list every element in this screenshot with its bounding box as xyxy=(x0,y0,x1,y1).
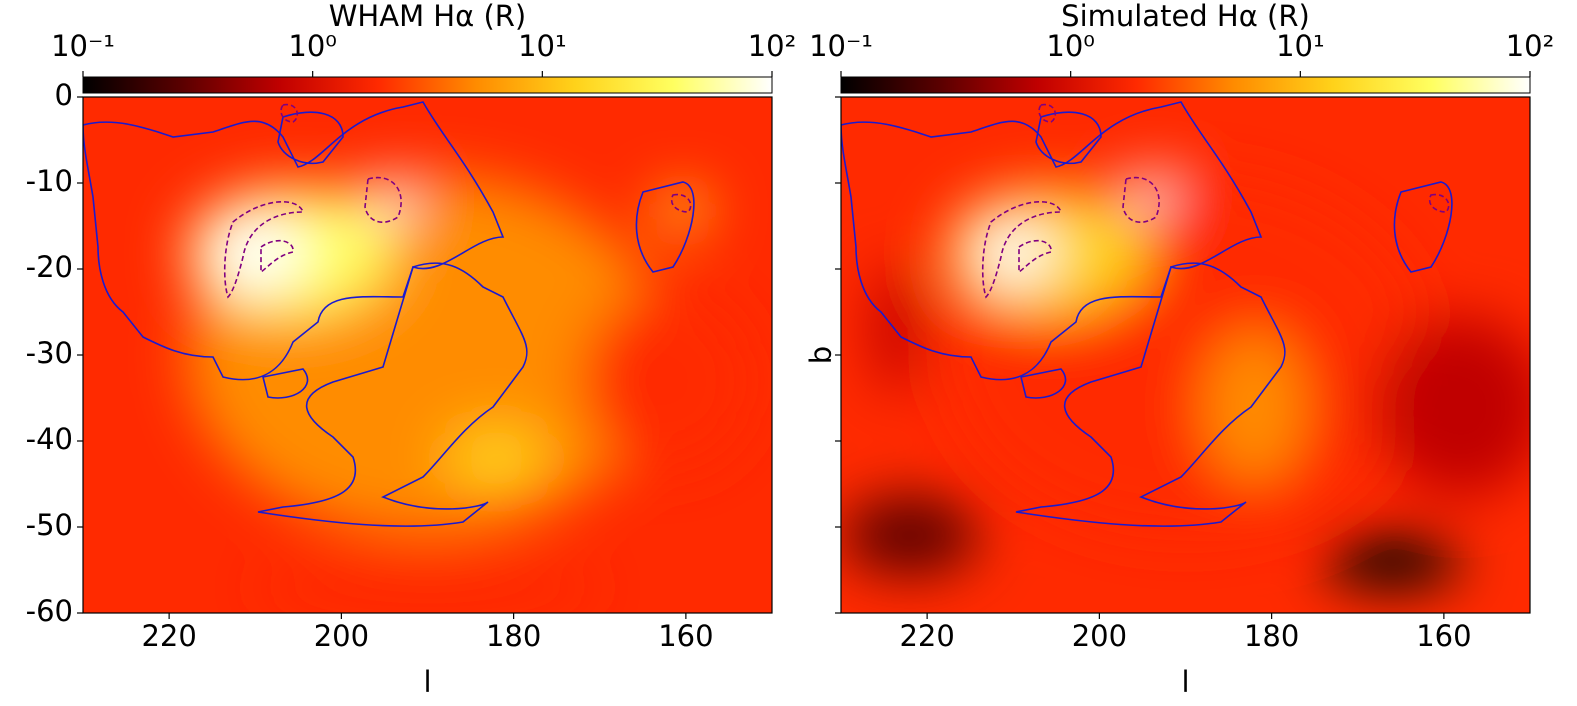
colorbar-title: WHAM Hα (R) xyxy=(329,0,526,33)
colorbar-tick-label: 10⁰ xyxy=(288,29,337,63)
x-tick-label: 160 xyxy=(658,619,713,653)
x-tick-label: 160 xyxy=(1416,619,1471,653)
x-axis-label: l xyxy=(423,665,431,699)
heatmap-blob xyxy=(841,496,979,575)
colorbar-tick-label: 10² xyxy=(1506,29,1555,63)
heatmap-blob xyxy=(372,182,414,219)
heatmap-texture xyxy=(186,174,755,613)
heatmap-blob xyxy=(1375,316,1530,497)
y-tick-label: -50 xyxy=(26,508,73,542)
y-tick-label: -10 xyxy=(26,164,73,198)
colorbar-tick-label: 10⁻¹ xyxy=(51,29,115,63)
heatmap-texture xyxy=(841,171,1530,588)
y-tick-label: -40 xyxy=(26,422,73,456)
heatmap xyxy=(83,97,772,613)
colorbar-title: Simulated Hα (R) xyxy=(1061,0,1310,33)
x-tick-label: 200 xyxy=(314,619,369,653)
x-tick-label: 220 xyxy=(141,619,196,653)
x-tick-label: 200 xyxy=(1072,619,1127,653)
colorbar-tick-label: 10¹ xyxy=(1276,29,1325,63)
heatmap-blob xyxy=(1323,535,1462,588)
y-tick-label: -30 xyxy=(26,336,73,370)
heatmap-blob xyxy=(444,427,549,490)
colorbar-tick-label: 10⁻¹ xyxy=(809,29,873,63)
y-tick-label: -60 xyxy=(26,594,73,628)
colorbar-tick-label: 10¹ xyxy=(518,29,567,63)
heatmap-blob xyxy=(1130,171,1172,208)
colorbar xyxy=(82,76,773,94)
x-tick-label: 180 xyxy=(486,619,541,653)
heatmap-blob xyxy=(255,561,600,613)
x-tick-label: 180 xyxy=(1244,619,1299,653)
heatmap-blob xyxy=(1202,329,1307,484)
heatmap xyxy=(841,97,1530,613)
colorbar-tick-label: 10² xyxy=(748,29,797,63)
x-axis-label: l xyxy=(1181,665,1189,699)
y-axis-label: b xyxy=(804,346,838,364)
heatmap-blob xyxy=(203,213,307,291)
colorbar-tick-label: 10⁰ xyxy=(1046,29,1095,63)
y-tick-label: -20 xyxy=(26,250,73,284)
colorbar xyxy=(840,76,1531,94)
heatmap-blob xyxy=(582,290,755,472)
heatmap-blob xyxy=(872,264,921,394)
heatmap-blob xyxy=(971,220,1055,283)
x-tick-label: 220 xyxy=(899,619,954,653)
y-tick-label: 0 xyxy=(55,78,73,112)
